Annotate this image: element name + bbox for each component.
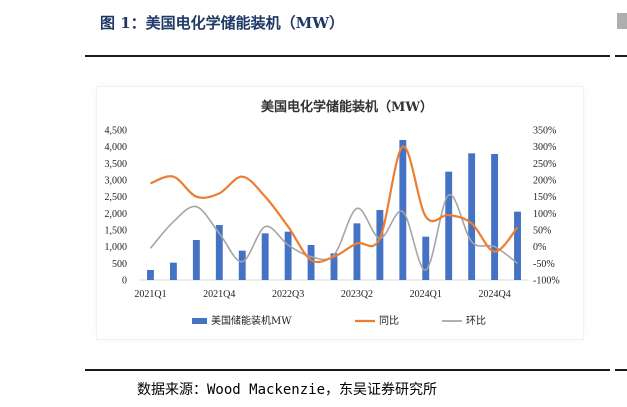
bar-2021Q2: [169, 262, 177, 280]
left-axis-tick-label: 0: [122, 276, 127, 287]
top-divider: [85, 55, 610, 57]
bar-2022Q4: [307, 245, 315, 280]
legend-label-mom: 环比: [466, 315, 486, 327]
bar-2023Q1: [330, 253, 338, 280]
right-axis-tick-label: 300%: [533, 142, 556, 153]
bar-2022Q3: [284, 231, 292, 280]
bar-2023Q3: [376, 210, 384, 280]
left-axis-tick-label: 3,500: [105, 159, 128, 170]
left-axis-tick-label: 4,500: [105, 126, 128, 137]
left-axis-tick-label: 3,000: [105, 176, 128, 187]
legend-label-yoy: 同比: [379, 315, 399, 327]
bar-2024Q2: [445, 171, 453, 280]
bar-2023Q4: [399, 140, 407, 280]
left-axis-tick-label: 2,000: [105, 209, 128, 220]
yoy-line: [150, 145, 519, 264]
left-axis-tick-label: 2,500: [105, 192, 128, 203]
x-axis-tick-label: 2021Q1: [134, 289, 166, 300]
right-axis-tick-label: 250%: [533, 159, 556, 170]
bar-2024Q3: [468, 153, 476, 280]
left-axis-tick-label: 1,000: [105, 242, 128, 253]
right-axis-tick-label: 200%: [533, 176, 556, 187]
bar-2024Q1: [422, 236, 430, 280]
x-axis-tick-label: 2022Q3: [272, 289, 304, 300]
left-axis-tick-label: 500: [112, 259, 127, 270]
x-axis-tick-label: 2024Q4: [478, 289, 510, 300]
x-axis-tick-label: 2021Q4: [203, 289, 235, 300]
bar-2022Q1: [238, 250, 246, 280]
figure-title: 图 1：美国电化学储能装机（MW）: [100, 14, 345, 32]
chart-title: 美国电化学储能装机（MW）: [261, 99, 433, 115]
right-axis-tick-label: 50%: [533, 226, 551, 237]
legend-swatch-bar: [192, 318, 207, 324]
bar-2021Q1: [147, 270, 154, 280]
bar-2021Q3: [192, 240, 200, 280]
bar-2021Q4: [215, 225, 223, 280]
bar-2025Q1: [514, 211, 521, 280]
legend-label-bar: 美国储能装机MW: [211, 314, 292, 327]
source-note: 数据来源：Wood Mackenzie，东吴证券研究所: [137, 382, 438, 398]
bottom-divider: [85, 369, 610, 371]
mom-line: [149, 194, 519, 271]
bar-2023Q2: [353, 223, 361, 280]
left-axis-tick-label: 1,500: [105, 226, 128, 237]
x-axis-tick-label: 2024Q1: [410, 289, 442, 300]
x-axis-tick-label: 2023Q2: [341, 289, 373, 300]
top-divider-adjacent: [615, 55, 627, 57]
bottom-divider-adjacent: [615, 369, 627, 371]
left-axis-tick-label: 4,000: [105, 142, 128, 153]
bar-2024Q4: [491, 154, 499, 280]
chart-panel: 美国电化学储能装机（MW） 0 500 1,000 1,500 2,000 2,500 3,…: [97, 87, 583, 339]
right-axis-tick-label: 150%: [533, 192, 556, 203]
bar-2022Q2: [261, 233, 269, 280]
storage-installation-chart: 美国电化学储能装机（MW） 0 500 1,000 1,500 2,000 2,500 3,…: [105, 99, 560, 327]
right-axis-tick-label: 0%: [533, 242, 546, 253]
right-axis-tick-label: 350%: [533, 126, 556, 137]
right-axis-tick-label: 100%: [533, 209, 556, 220]
cropped-adjacent-text: [617, 13, 627, 29]
right-axis-tick-label: -100%: [533, 276, 560, 287]
right-axis-tick-label: -50%: [533, 259, 555, 270]
